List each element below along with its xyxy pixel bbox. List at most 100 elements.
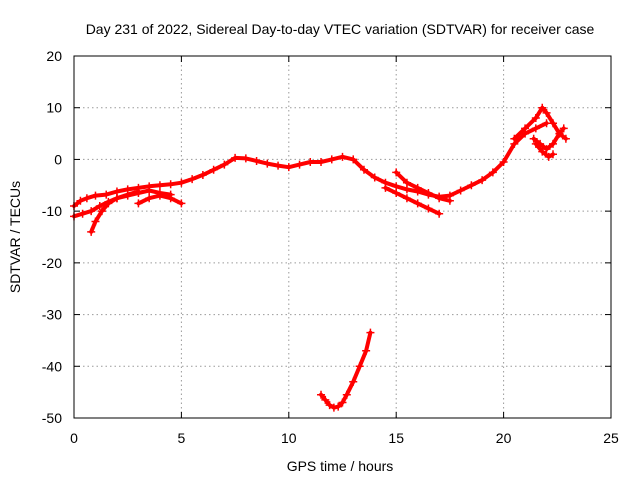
series-trace-8 [529, 124, 568, 154]
data-point [413, 199, 422, 208]
data-point [231, 153, 240, 162]
data-point [549, 119, 558, 128]
data-point [274, 161, 283, 170]
data-point [424, 204, 433, 213]
data-point [478, 176, 487, 185]
data-point [295, 160, 304, 169]
y-axis: -50 -40 -30 -20 -10 0 10 20 [42, 48, 611, 426]
y-tick-label: 0 [54, 151, 62, 167]
series-layer [70, 103, 570, 412]
data-point [155, 191, 164, 200]
data-point [359, 165, 368, 174]
data-point [370, 173, 379, 182]
data-point [252, 156, 261, 165]
data-point [531, 139, 540, 148]
series-line [319, 330, 373, 410]
data-point [424, 189, 433, 198]
y-tick-label: -20 [42, 255, 62, 271]
series-line [533, 141, 555, 159]
data-point [488, 168, 497, 177]
data-point [317, 390, 326, 399]
data-point [510, 134, 519, 143]
series-trace-9 [531, 139, 558, 161]
data-point [456, 186, 465, 195]
data-point [392, 168, 401, 177]
y-tick-label: -10 [42, 203, 62, 219]
data-point [499, 158, 508, 167]
data-point [355, 362, 364, 371]
data-point [366, 328, 375, 337]
data-point [338, 152, 347, 161]
data-point [284, 163, 293, 172]
x-axis: 0 5 10 15 20 25 [70, 56, 619, 446]
data-point [177, 199, 186, 208]
data-point [349, 377, 358, 386]
data-point [87, 227, 96, 236]
data-point [177, 178, 186, 187]
data-point [325, 401, 334, 410]
data-point [544, 152, 553, 161]
series-line [383, 185, 442, 216]
y-tick-label: -40 [42, 358, 62, 374]
data-point [381, 183, 390, 192]
x-axis-title: GPS time / hours [287, 458, 394, 474]
data-point [338, 398, 347, 407]
y-tick-label: 20 [46, 48, 62, 64]
y-tick-label: 10 [46, 100, 62, 116]
series-trace-3 [87, 187, 143, 236]
series-trace-6 [392, 168, 454, 205]
data-point [342, 390, 351, 399]
data-point [134, 187, 143, 196]
data-point [97, 207, 106, 216]
data-point [392, 189, 401, 198]
data-point [188, 175, 197, 184]
x-tick-label: 5 [178, 430, 186, 446]
data-point [555, 129, 564, 138]
data-point [392, 182, 401, 191]
x-tick-label: 25 [603, 430, 619, 446]
y-tick-label: -30 [42, 307, 62, 323]
data-point [104, 199, 113, 208]
data-point [402, 194, 411, 203]
data-point [529, 134, 538, 143]
data-point [112, 187, 121, 196]
data-point [435, 209, 444, 218]
data-point [445, 196, 454, 205]
series-line [72, 121, 549, 208]
data-point [82, 194, 91, 203]
data-point [145, 194, 154, 203]
data-point [531, 124, 540, 133]
data-point [241, 154, 250, 163]
data-point [112, 194, 121, 203]
data-point [521, 124, 530, 133]
data-point [220, 160, 229, 169]
y-axis-title: SDTVAR / TECUs [7, 181, 23, 293]
plot-frame [73, 55, 612, 419]
data-point [321, 395, 330, 404]
data-point [542, 108, 551, 117]
data-point [263, 159, 272, 168]
data-point [123, 190, 132, 199]
series-trace-1 [70, 119, 551, 210]
data-point [329, 403, 338, 412]
data-point [166, 180, 175, 189]
data-point [413, 183, 422, 192]
data-point [91, 191, 100, 200]
x-tick-label: 10 [281, 430, 297, 446]
data-point [549, 139, 558, 148]
data-point [349, 155, 358, 164]
x-tick-label: 0 [70, 430, 78, 446]
y-tick-label: -50 [42, 410, 62, 426]
data-point [87, 207, 96, 216]
series-trace-5 [381, 183, 444, 218]
data-point [402, 178, 411, 187]
data-point [155, 181, 164, 190]
data-point [327, 155, 336, 164]
data-point [538, 147, 547, 156]
data-point [91, 217, 100, 226]
data-point [561, 134, 570, 143]
grid [74, 56, 611, 418]
data-point [166, 194, 175, 203]
series-trace-10 [317, 328, 375, 412]
